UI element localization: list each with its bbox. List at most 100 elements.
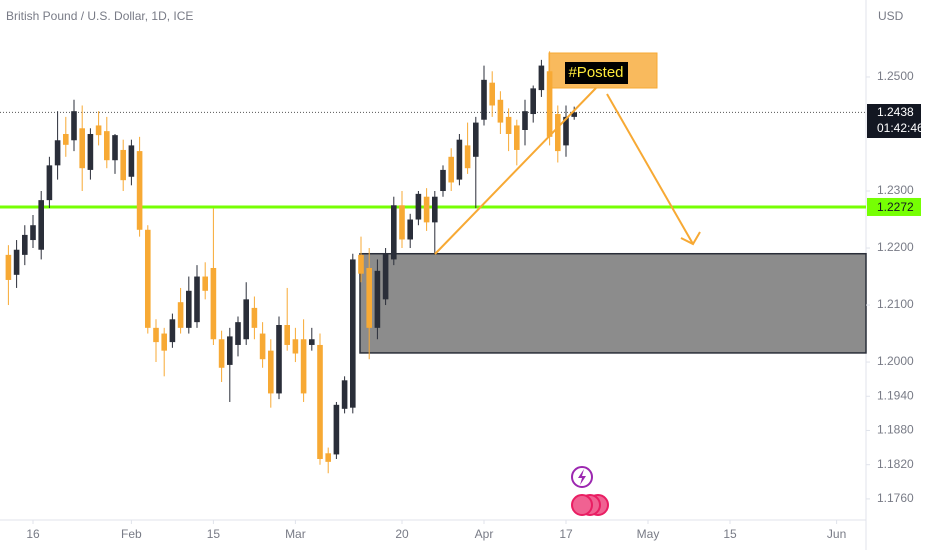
- candle-body: [268, 350, 274, 394]
- candle-body: [464, 145, 471, 169]
- trend-line: [434, 87, 597, 255]
- candle-body: [46, 165, 53, 201]
- y-tick-label: 1.1760: [877, 491, 914, 505]
- candle-body: [432, 196, 438, 223]
- candle-body: [563, 116, 569, 146]
- candle-body: [505, 116, 512, 134]
- drawings: #Posted: [434, 52, 701, 516]
- candle-body: [95, 125, 102, 136]
- demand-zone: [359, 252, 867, 354]
- last-price-label: 1.2438: [877, 105, 914, 119]
- flag-icon[interactable]: [571, 494, 593, 516]
- candle-body: [333, 404, 340, 455]
- annotation-label-bg: [565, 62, 628, 84]
- candle-body: [522, 111, 528, 130]
- x-tick-label: 15: [207, 527, 221, 541]
- y-tick-label: 1.2000: [877, 354, 914, 368]
- x-tick-label: Jun: [827, 527, 846, 541]
- candle-body: [251, 307, 258, 328]
- candle-body: [489, 82, 495, 106]
- candle-body: [325, 453, 331, 462]
- candle-body: [177, 302, 184, 328]
- candle-body: [22, 234, 28, 255]
- candle-body: [38, 200, 44, 250]
- y-tick-label: 1.1940: [877, 388, 914, 402]
- plot: [0, 51, 867, 474]
- arrow-head: [680, 231, 701, 246]
- candle-body: [153, 327, 159, 343]
- annotation-text: #Posted: [568, 64, 623, 81]
- candle-body: [145, 229, 151, 328]
- candle-body: [71, 111, 77, 141]
- candle-body: [112, 135, 118, 161]
- candle-body: [120, 149, 126, 181]
- candle-body: [87, 133, 94, 170]
- x-tick-label: 16: [26, 527, 40, 541]
- candle-body: [13, 249, 20, 275]
- candle-body: [210, 267, 217, 340]
- x-tick-label: 15: [723, 527, 737, 541]
- candle-body: [54, 140, 61, 166]
- candle-body: [514, 125, 520, 150]
- candle-body: [63, 133, 69, 145]
- last-price-box: [867, 104, 921, 138]
- candle-body: [374, 270, 381, 328]
- y-tick-label: 1.2100: [877, 297, 914, 311]
- candle-body: [79, 128, 85, 169]
- candle-body: [481, 79, 487, 120]
- y-tick-label: 1.1820: [877, 457, 914, 471]
- candle-body: [30, 225, 36, 241]
- candle-body: [218, 339, 225, 368]
- candle-body: [104, 131, 110, 161]
- candle-body: [128, 145, 135, 177]
- candle-body: [456, 139, 463, 180]
- candle-body: [309, 339, 315, 345]
- x-tick-label: 20: [395, 527, 409, 541]
- candle-body: [284, 325, 290, 345]
- candle-body: [382, 253, 389, 300]
- level-label: 1.2272: [877, 200, 914, 214]
- candle-body: [366, 267, 372, 328]
- lightning-icon: [578, 469, 586, 485]
- y-tick-label: 1.1880: [877, 423, 914, 437]
- x-tick-label: May: [637, 527, 660, 541]
- candle-body: [407, 219, 413, 240]
- candle-body: [473, 122, 479, 157]
- candle-body: [243, 299, 249, 340]
- candle-body: [538, 65, 545, 91]
- y-tick-label: 1.2500: [877, 69, 914, 83]
- candle-body: [136, 151, 143, 230]
- x-tick-label: Mar: [285, 527, 306, 541]
- arrow-line: [606, 93, 694, 245]
- x-tick-label: Apr: [475, 527, 494, 541]
- candle-body: [341, 380, 348, 409]
- currency-label: USD: [878, 9, 904, 23]
- candle-body: [546, 71, 553, 137]
- candle-body: [530, 88, 536, 115]
- x-tick-label: Feb: [121, 527, 142, 541]
- candle-body: [571, 112, 577, 117]
- candle-body: [161, 333, 167, 351]
- candle-body: [276, 325, 282, 394]
- candle-body: [169, 319, 176, 343]
- candle-body: [399, 205, 405, 240]
- chart-title: British Pound / U.S. Dollar, 1D, ICE: [6, 9, 193, 23]
- candle-body: [423, 196, 430, 223]
- candle-body: [235, 322, 241, 345]
- y-tick-label: 1.2300: [877, 183, 914, 197]
- candle-body: [259, 333, 266, 360]
- candle-body: [358, 254, 364, 274]
- level-box: [867, 197, 921, 216]
- y-tick-label: 1.2200: [877, 240, 914, 254]
- countdown-label: 01:42:46: [877, 121, 924, 135]
- candle-body: [186, 290, 192, 328]
- candle-body: [5, 254, 12, 280]
- candle-body: [497, 99, 504, 123]
- candle-body: [227, 336, 233, 365]
- candle-body: [391, 205, 397, 260]
- candle-body: [555, 114, 561, 152]
- candle-body: [317, 344, 323, 459]
- candle-body: [202, 276, 208, 291]
- candle-body: [350, 259, 356, 408]
